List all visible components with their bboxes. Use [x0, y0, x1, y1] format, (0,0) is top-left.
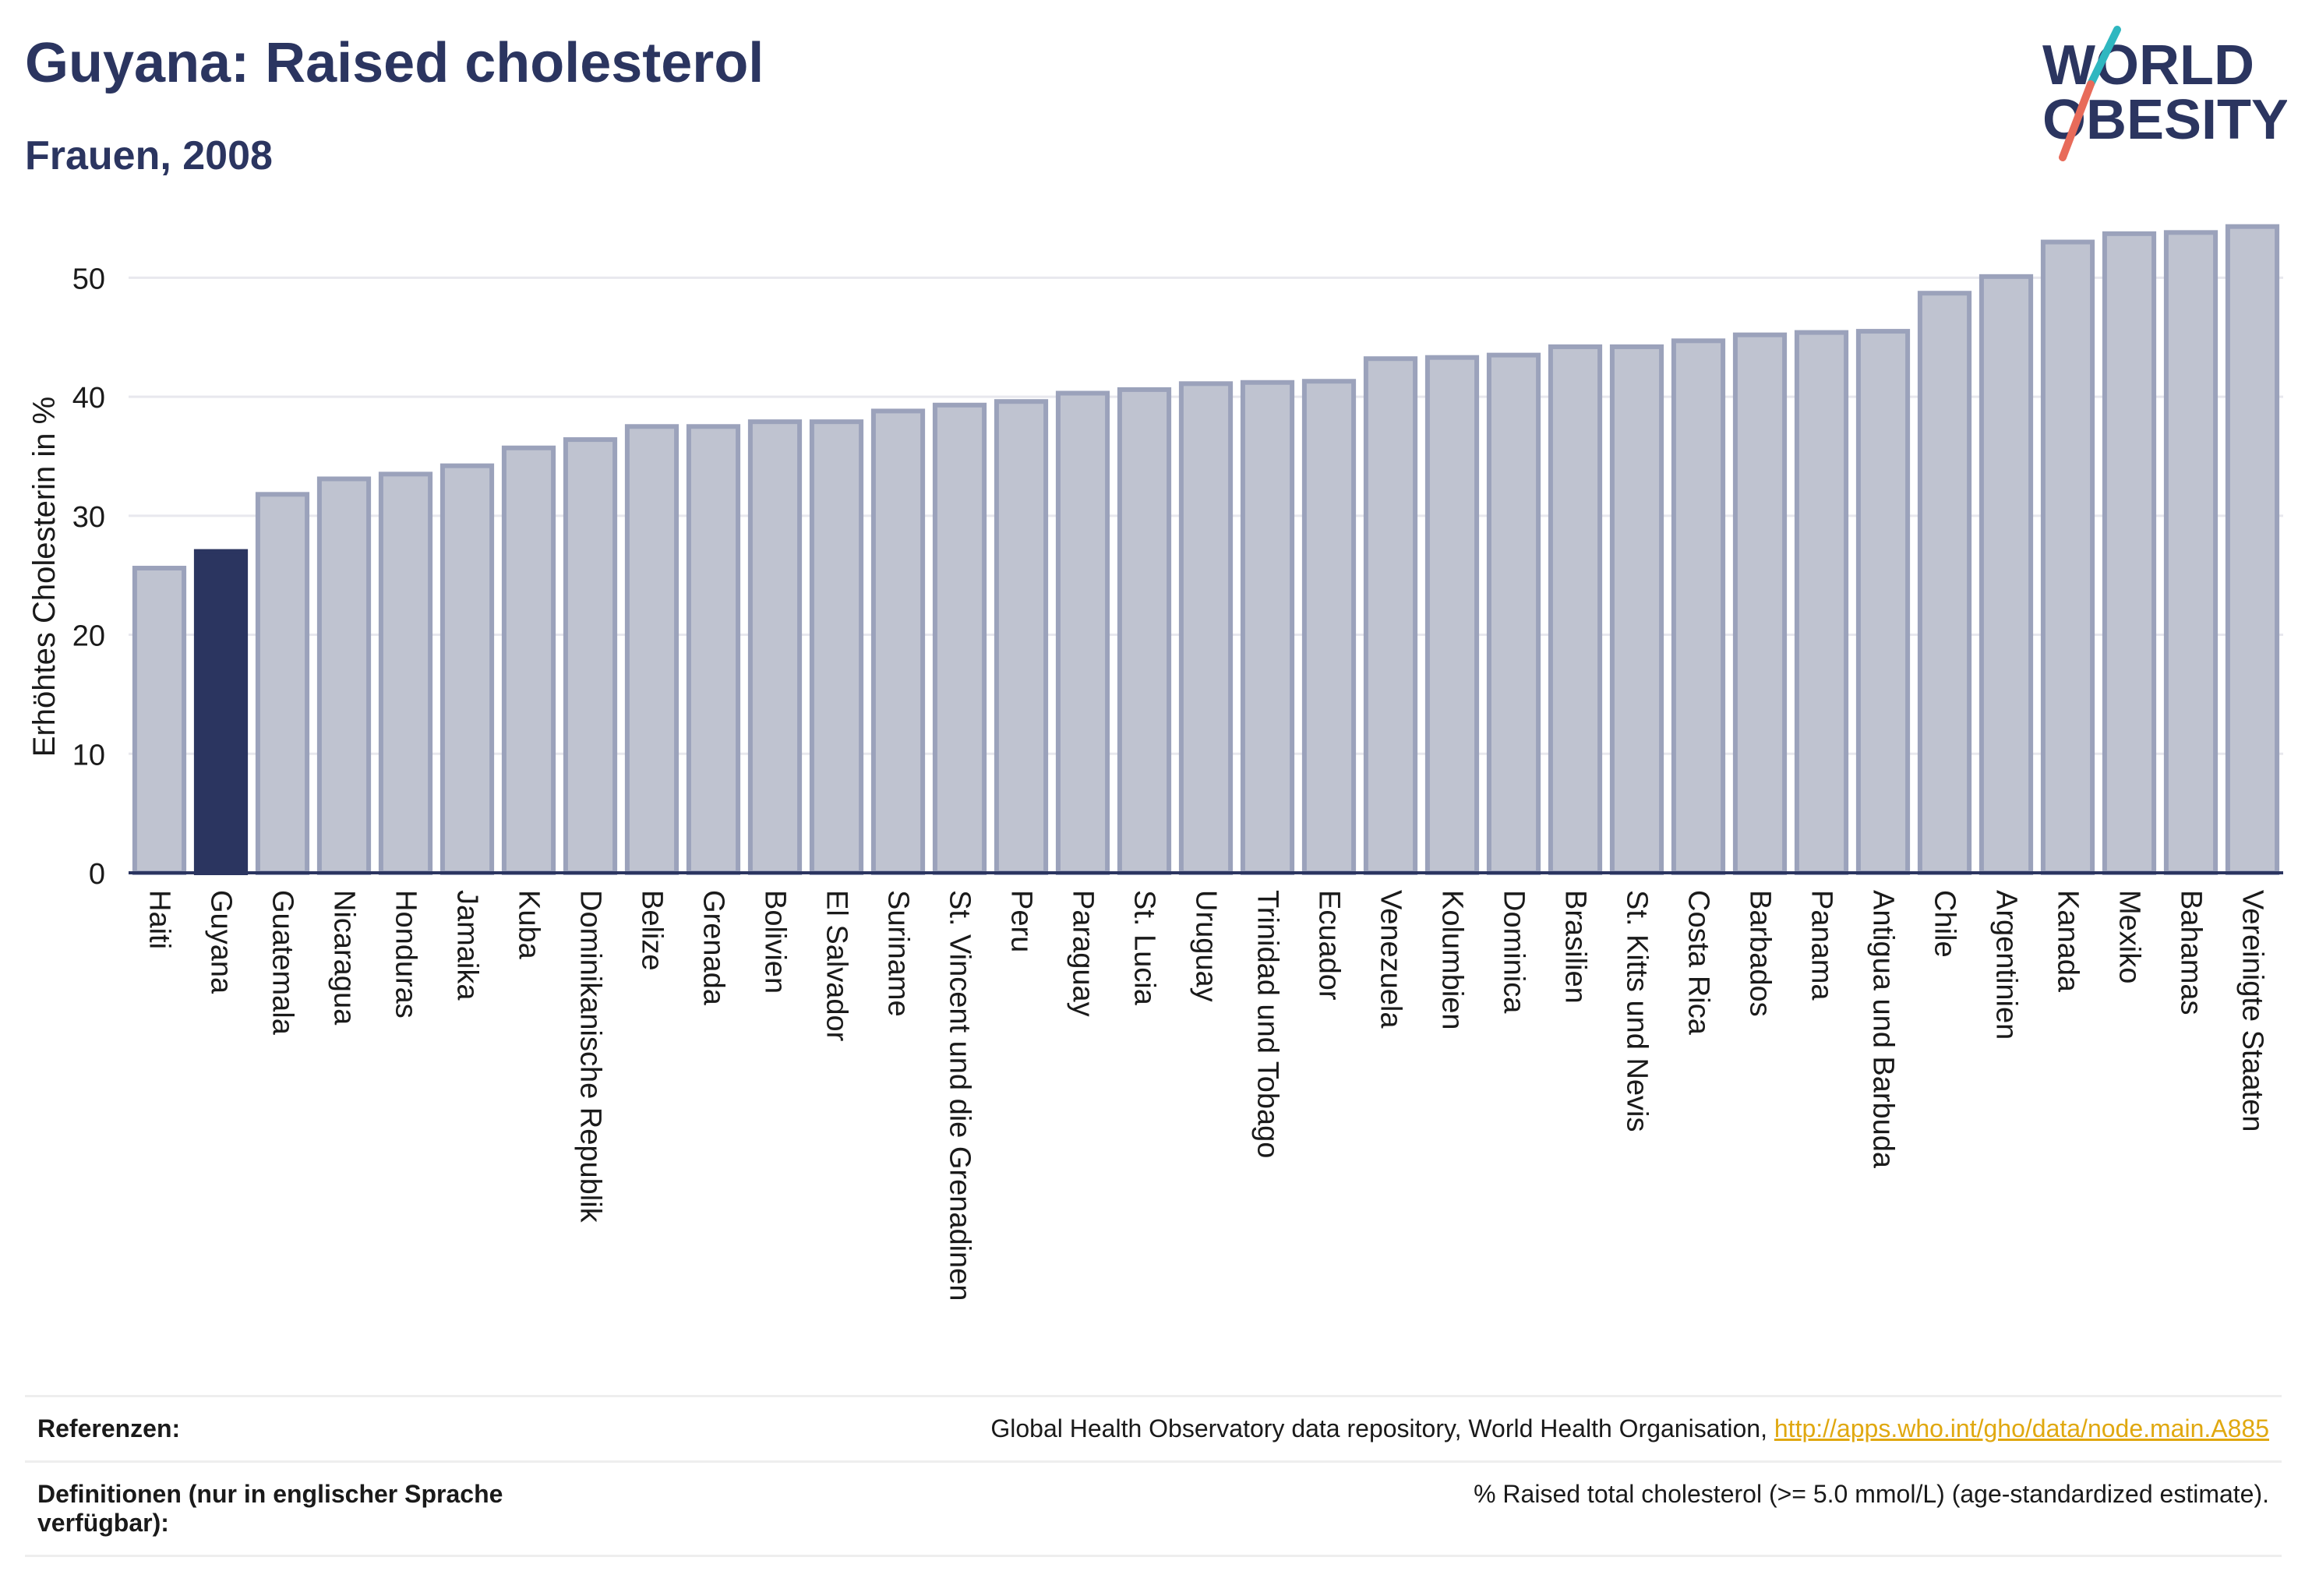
bar — [994, 399, 1049, 875]
x-tick-label: Nicaragua — [328, 890, 361, 1026]
logo-slash-teal — [2087, 26, 2121, 88]
x-tick-label: St. Vincent und die Grenadinen — [944, 890, 976, 1301]
bar — [563, 437, 618, 875]
bar — [1671, 338, 1726, 875]
definitions-row: Definitionen (nur in englischer Sprache … — [25, 1460, 2282, 1557]
references-link[interactable]: http://apps.who.int/gho/data/node.main.A… — [1774, 1414, 2269, 1442]
bar — [1609, 344, 1664, 876]
bar — [932, 402, 987, 875]
references-text: Global Health Observatory data repositor… — [990, 1414, 1774, 1442]
references-table: Referenzen: Global Health Observatory da… — [25, 1395, 2282, 1557]
x-tick-label: Suriname — [882, 890, 915, 1017]
bar — [1917, 291, 1972, 875]
x-tick-label: Belize — [636, 890, 669, 971]
x-tick-label: Argentinien — [1990, 890, 2023, 1040]
x-tick-label: Vereinigte Staaten — [2236, 890, 2269, 1132]
y-tick-label: 0 — [89, 858, 105, 891]
bar — [1794, 330, 1849, 876]
bar — [1117, 387, 1172, 876]
x-tick-label: El Salvador — [821, 890, 853, 1042]
x-tick-label: Venezuela — [1375, 890, 1407, 1029]
bar — [1424, 355, 1480, 875]
bar — [809, 419, 864, 875]
x-tick-label: Kanada — [2052, 890, 2084, 993]
bar — [1978, 274, 2034, 875]
bar — [1178, 381, 1234, 876]
bar — [1855, 329, 1911, 876]
x-tick-label: Chile — [1929, 890, 1961, 958]
page-subtitle: Frauen, 2008 — [25, 133, 273, 178]
x-tick-label: Kolumbien — [1436, 890, 1469, 1030]
bar — [747, 419, 803, 875]
x-tick-label: Antigua und Barbuda — [1867, 890, 1900, 1169]
x-tick-label: Honduras — [390, 890, 422, 1019]
bar — [501, 445, 556, 875]
x-tick-label: Costa Rica — [1682, 890, 1715, 1036]
x-tick-label: St. Kitts und Nevis — [1621, 890, 1654, 1132]
definitions-text: % Raised total cholesterol (>= 5.0 mmol/… — [595, 1460, 2282, 1557]
x-tick-label: Ecuador — [1313, 890, 1346, 1001]
y-axis-title: Erhöhtes Cholesterin in % — [27, 397, 62, 757]
bar — [1301, 379, 1357, 875]
page-title: Guyana: Raised cholesterol — [25, 32, 764, 94]
bar — [2102, 231, 2157, 875]
x-tick-label: Paraguay — [1067, 890, 1100, 1017]
x-tick-label: Dominikanische Republik — [574, 890, 607, 1223]
bar — [439, 463, 495, 875]
bar — [1732, 332, 1788, 875]
x-tick-label: Grenada — [697, 890, 730, 1006]
y-tick-label: 40 — [72, 382, 105, 415]
bar — [2225, 224, 2280, 875]
definitions-label: Definitionen (nur in englischer Sprache … — [25, 1460, 595, 1557]
y-tick-label: 30 — [72, 501, 105, 534]
bar — [1548, 344, 1603, 876]
bar — [870, 408, 926, 875]
bar-chart: 0 10 20 30 40 50 Erhöhtes Cholesterin in % Hait… — [27, 224, 2283, 1301]
x-tick-label: Trinidad und Tobago — [1251, 890, 1284, 1158]
x-tick-label: Panama — [1806, 890, 1838, 1001]
x-tick-label: Guyana — [205, 890, 238, 994]
bar — [1055, 390, 1110, 875]
bar — [686, 424, 741, 875]
y-tick-label: 20 — [72, 620, 105, 653]
world-obesity-logo: WORLD OBESITY — [2042, 26, 2287, 161]
references-row: Referenzen: Global Health Observatory da… — [25, 1395, 2282, 1462]
x-tick-label: Guatemala — [267, 890, 299, 1036]
references-value: Global Health Observatory data repositor… — [595, 1395, 2282, 1462]
x-tick-label: Dominica — [1498, 890, 1530, 1014]
logo-line1: WORLD — [2042, 34, 2254, 97]
x-tick-label: Mexiko — [2113, 890, 2146, 983]
bar-highlight — [193, 549, 249, 875]
x-tick-label: Peru — [1005, 890, 1038, 952]
y-tick-label: 50 — [72, 263, 105, 295]
x-tick-label: Uruguay — [1190, 890, 1223, 1002]
references-label: Referenzen: — [25, 1395, 595, 1462]
bar — [255, 492, 310, 875]
x-tick-label: Brasilien — [1559, 890, 1592, 1004]
y-tick-label: 10 — [72, 739, 105, 772]
x-tick-label: St. Lucia — [1128, 890, 1161, 1006]
logo-slash-red — [2059, 80, 2095, 161]
bar — [1486, 352, 1541, 875]
x-tick-label: Jamaika — [451, 890, 484, 1001]
bar — [2163, 230, 2219, 875]
x-tick-label: Bahamas — [2175, 890, 2208, 1015]
x-tick-label: Kuba — [513, 890, 545, 960]
bar — [132, 566, 187, 875]
bar — [1240, 380, 1295, 876]
bar — [624, 424, 679, 875]
bar — [378, 471, 433, 875]
bar — [2040, 239, 2095, 875]
bar — [1363, 356, 1418, 875]
x-tick-label: Bolivien — [759, 890, 792, 994]
x-tick-label: Haiti — [143, 890, 176, 949]
x-tick-label: Barbados — [1744, 890, 1777, 1017]
bar — [316, 476, 372, 875]
